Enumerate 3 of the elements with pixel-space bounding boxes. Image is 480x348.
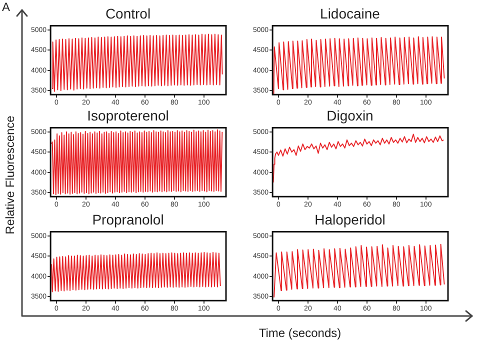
x-axis-title: Time (seconds): [258, 326, 342, 340]
y-axis-title: Relative Fluorescence: [3, 116, 17, 234]
text: A: [2, 0, 10, 14]
